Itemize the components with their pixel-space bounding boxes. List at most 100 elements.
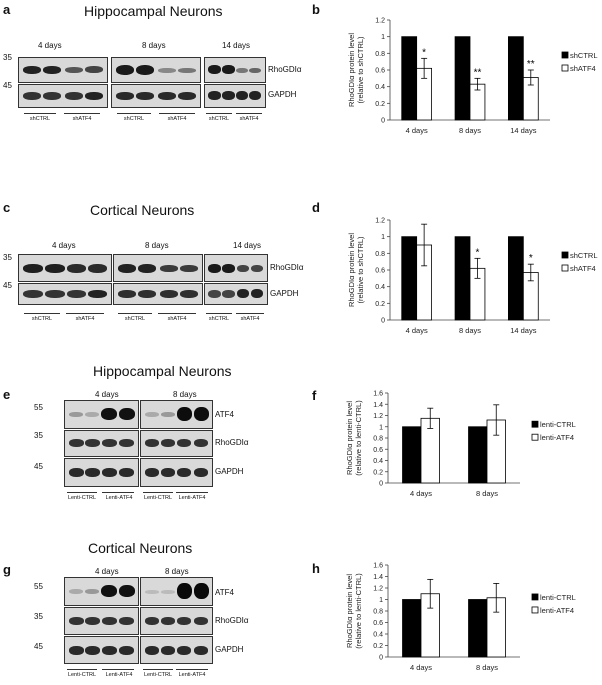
legend-swatch (561, 51, 569, 59)
bar (402, 599, 422, 658)
mw-marker: 55 (34, 403, 43, 412)
bar (454, 236, 471, 321)
y-tick-label: 1 (381, 234, 385, 241)
significance-mark: * (476, 247, 480, 258)
timepoint-label: 4 days (95, 390, 119, 399)
western-blot-gapdh-4d (64, 458, 139, 487)
legend-swatch (531, 420, 539, 428)
legend-swatch (531, 433, 539, 441)
y-tick-label: 1.6 (373, 563, 383, 570)
protein-label-rhogdi: RhoGDIα (270, 263, 304, 272)
group-label: shCTRL (208, 316, 230, 322)
western-blot-gapdh-8d (113, 283, 203, 305)
western-blot-rhogdi-4d (64, 607, 139, 635)
group-label: Lenti-CTRL (67, 495, 97, 501)
group-label: Lenti-ATF4 (178, 672, 206, 678)
bar (507, 236, 524, 321)
bar (468, 426, 488, 484)
category-label: 14 days (510, 126, 537, 135)
group-label: shCTRL (124, 316, 146, 322)
protein-label-atf4: ATF4 (215, 410, 234, 419)
y-tick-label: 0 (381, 118, 385, 125)
bar-chart-b: 0 0.2 0.4 0.6 0.8 1 1.2 RhoGDIα protein level(r… (347, 18, 598, 136)
group-label: shATF4 (72, 116, 92, 122)
western-blot-rhogdi-4d (64, 430, 139, 457)
western-blot-rhogdi-14d (204, 57, 266, 83)
group-label: Lenti-ATF4 (105, 672, 133, 678)
legend-swatch (531, 593, 539, 601)
bar (468, 599, 488, 658)
panel-label-d: d (312, 200, 320, 215)
legend-swatch (531, 606, 539, 614)
timepoint-label: 8 days (165, 567, 189, 576)
bar-chart-h: 0 0.2 0.4 0.6 0.8 1 1.2 1.4 1.6 RhoGDIα protein l… (345, 563, 576, 673)
western-blot-gapdh-4d (64, 636, 139, 664)
bar (401, 236, 418, 321)
y-tick-label: 0.4 (375, 284, 385, 291)
panel-label-e: e (3, 387, 11, 402)
y-axis-label: RhoGDIα protein level(relative to shCTRL… (347, 33, 365, 107)
category-label: 4 days (406, 126, 428, 135)
western-blot-rhogdi-4d (18, 254, 112, 282)
mw-marker: 55 (34, 582, 43, 591)
y-tick-label: 0.8 (375, 51, 385, 58)
group-label: Lenti-CTRL (67, 672, 97, 678)
timepoint-label: 8 days (145, 241, 169, 250)
group-label: shATF4 (240, 316, 260, 322)
y-tick-label: 1.4 (373, 574, 383, 581)
y-axis-label: RhoGDIα protein level(relative to lenti-… (345, 573, 363, 649)
y-tick-label: 0.2 (375, 101, 385, 108)
panel-label-c: c (3, 200, 11, 215)
bar-chart-d: 0 0.2 0.4 0.6 0.8 1 1.2 RhoGDIα protein level(r… (347, 218, 598, 336)
panel-label-b: b (312, 2, 320, 17)
western-blot-gapdh-4d (18, 283, 112, 305)
mw-marker: 35 (34, 431, 43, 440)
western-blot-gapdh-8d (140, 458, 213, 487)
y-axis-label: RhoGDIα protein level(relative to shCTRL… (347, 233, 365, 307)
y-tick-label: 1.2 (375, 18, 385, 25)
y-tick-label: 0 (381, 318, 385, 325)
y-axis-label: RhoGDIα protein level(relative to lenti-… (345, 400, 363, 476)
western-blot-gapdh-4d (18, 84, 108, 108)
mw-marker: 45 (34, 462, 43, 471)
category-label: 4 days (410, 663, 432, 672)
y-tick-label: 1.2 (373, 413, 383, 420)
western-blot-rhogdi-14d (204, 254, 268, 282)
protein-label-gapdh: GAPDH (268, 90, 297, 99)
group-label: shCTRL (123, 116, 145, 122)
mw-marker: 35 (3, 253, 12, 262)
y-tick-label: 0.2 (375, 301, 385, 308)
panel-label-f: f (312, 388, 317, 403)
panel-c-title: Cortical Neurons (90, 202, 195, 218)
y-tick-label: 0.8 (373, 609, 383, 616)
significance-mark: * (529, 253, 533, 264)
category-label: 8 days (459, 126, 481, 135)
group-label: shCTRL (208, 116, 230, 122)
western-blot-gapdh-14d (204, 283, 268, 305)
panel-e-title: Hippocampal Neurons (93, 363, 232, 379)
panel-g-title: Cortical Neurons (88, 540, 193, 556)
y-tick-label: 1 (381, 34, 385, 41)
category-label: 8 days (476, 489, 498, 498)
protein-label-rhogdi: RhoGDIα (268, 65, 302, 74)
western-blot-rhogdi-4d (18, 57, 108, 83)
group-label: Lenti-ATF4 (178, 495, 206, 501)
y-tick-label: 0.2 (373, 643, 383, 650)
y-tick-label: 1 (379, 597, 383, 604)
y-tick-label: 1.6 (373, 391, 383, 398)
y-tick-label: 1 (379, 424, 383, 431)
y-tick-label: 0.4 (373, 458, 383, 465)
timepoint-label: 4 days (38, 41, 62, 50)
legend-label: lenti-ATF4 (540, 433, 574, 442)
western-blot-rhogdi-8d (111, 57, 201, 83)
y-tick-label: 0.8 (375, 251, 385, 258)
significance-mark: ** (527, 59, 535, 70)
legend-label: shCTRL (570, 51, 598, 60)
legend-label: shCTRL (570, 251, 598, 260)
timepoint-label: 4 days (95, 567, 119, 576)
panel-label-g: g (3, 562, 11, 577)
timepoint-label: 8 days (173, 390, 197, 399)
group-label: Lenti-ATF4 (105, 495, 133, 501)
timepoint-label: 4 days (52, 241, 76, 250)
timepoint-label: 14 days (222, 41, 251, 50)
